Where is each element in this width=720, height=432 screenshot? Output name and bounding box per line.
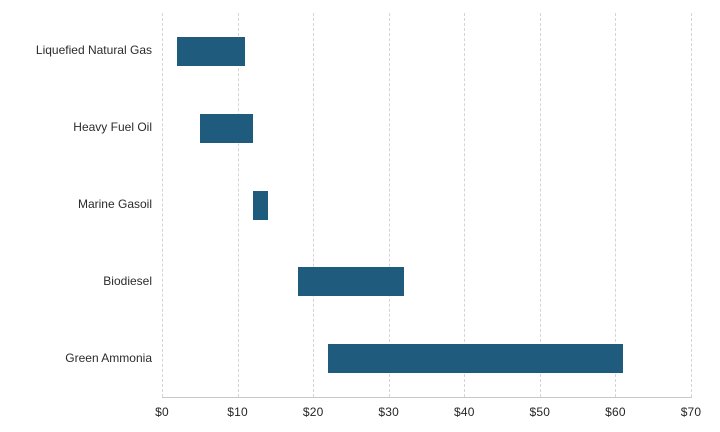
x-tick-label: $50 xyxy=(529,405,551,419)
category-label: Green Ammonia xyxy=(65,351,152,365)
category-label: Biodiesel xyxy=(103,274,152,288)
x-axis-line xyxy=(162,397,692,398)
x-tick-label: $40 xyxy=(453,405,475,419)
x-tick-label: $70 xyxy=(680,405,702,419)
category-label: Heavy Fuel Oil xyxy=(73,120,152,134)
x-tick-label: $0 xyxy=(155,405,169,419)
x-gridline xyxy=(539,13,541,397)
x-tick-label: $20 xyxy=(302,405,324,419)
x-gridline xyxy=(237,13,239,397)
range-bar xyxy=(328,344,623,373)
x-gridline xyxy=(162,13,163,397)
x-tick-label: $60 xyxy=(605,405,626,419)
range-bar xyxy=(298,267,404,296)
x-gridline xyxy=(691,13,692,397)
x-tick-label: $30 xyxy=(378,405,400,419)
x-gridline xyxy=(615,13,617,397)
range-bar xyxy=(252,191,268,220)
range-bar xyxy=(177,37,246,66)
category-label: Marine Gasoil xyxy=(77,197,152,211)
x-tick-label: $10 xyxy=(227,405,248,419)
x-gridline xyxy=(388,13,390,397)
x-gridline xyxy=(464,13,466,397)
range-bar xyxy=(199,114,253,143)
category-label: Liquefied Natural Gas xyxy=(35,43,152,57)
x-gridline xyxy=(313,13,315,397)
